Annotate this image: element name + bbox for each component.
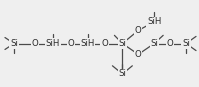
Text: SiH: SiH [80,39,95,48]
Text: Si: Si [118,39,126,48]
Text: O: O [67,39,74,48]
Text: O: O [167,39,174,48]
Text: O: O [101,39,108,48]
Text: Si: Si [10,39,18,48]
Text: O: O [135,26,142,35]
Text: Si: Si [118,69,126,78]
Text: Si: Si [150,39,158,48]
Text: Si: Si [182,39,190,48]
Text: O: O [31,39,38,48]
Text: SiH: SiH [46,39,60,48]
Text: SiH: SiH [147,17,161,26]
Text: O: O [135,50,142,59]
